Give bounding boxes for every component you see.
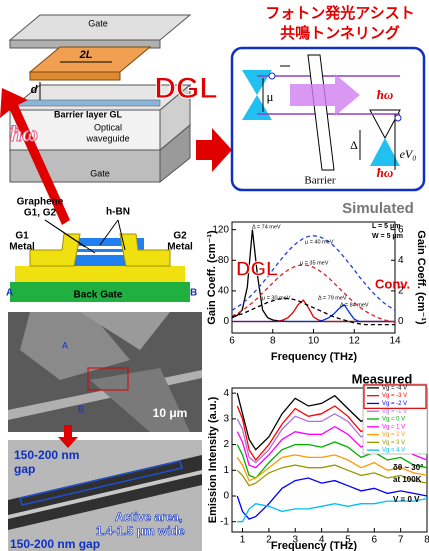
x-tick-label: 12 [349,336,361,347]
y-tick-label: 40 [218,286,230,297]
legend-label: Vg = 0 V [382,417,405,423]
label: G1, G2 [24,208,57,219]
label: A [62,340,68,350]
label: Δ [350,138,358,152]
label: Barrier [304,175,335,187]
y2-tick-label: 4 [398,255,404,266]
label: Metal [167,242,193,253]
y-axis-label: Gain Coeff. (cm⁻¹) [206,230,218,325]
label: Gate [90,168,110,178]
label: h-BN [106,207,130,218]
y2-axis-label: Gain Coeff. (cm⁻¹) [415,230,427,325]
x-tick-label: 6 [229,336,235,347]
y-axis-label: Emission Intensity (a.u.) [207,396,219,523]
y-tick-label: -1 [220,516,229,527]
annotation: μ = 30 meV [262,295,291,301]
label: μ [267,89,274,104]
y2-tick-label: 0 [398,316,404,327]
x-axis-label: Frequency (THz) [271,540,358,551]
annotation: L = 5 μm [372,223,400,230]
label: Optical [94,122,122,132]
photon-label: ħω [377,87,394,102]
legend-label: Vg = -3 V [382,393,407,399]
y-tick-label: 4 [223,388,229,399]
legend-label: Vg = 4 V [382,448,405,454]
y-tick-label: 0 [223,316,229,327]
label: Graphene [17,197,64,208]
photon-label: ħω [10,121,38,146]
y-tick-label: 3 [223,413,229,424]
label: B [190,288,197,299]
chart-title: Simulated [342,200,414,217]
annotation: δθ ~ 30° [393,463,423,472]
label: 150-200 nm [14,448,79,462]
label: Barrier layer GL [54,109,123,119]
x-axis-label: Frequency (THz) [271,351,358,363]
label: eV₀ [400,147,417,161]
annotation: μ = 35 meV [300,260,329,266]
legend-label: Vg = 3 V [382,440,405,446]
x-tick-label: 7 [398,535,404,546]
annotation: at 100K [393,475,422,484]
dgl-label: DGL [154,72,217,105]
series-line [232,299,395,325]
annotation: Δ = 84 meV [340,302,369,308]
legend-label: Vg = -2 V [382,401,407,407]
legend-label: Vg = -1 V [382,409,407,415]
x-tick-label: 6 [372,535,378,546]
label: Active area, [115,510,182,524]
annotation: μ = 40 meV [305,239,334,245]
annotation: DGL [236,258,278,280]
x-tick-label: 1 [240,535,246,546]
label: A [6,288,13,299]
label: waveguide [85,133,129,143]
label: G1 [15,231,29,242]
annotation: Δ = 79 meV [318,295,347,301]
x-tick-label: 8 [270,336,276,347]
label: B [78,404,84,414]
title-line: フォトン発光アシスト [265,4,414,22]
label: 2L [79,49,93,61]
x-tick-label: 14 [389,336,401,347]
device-schematic [0,15,190,225]
y-tick-label: 1 [223,465,229,476]
y-tick-label: 0 [223,491,229,502]
label: d [31,84,38,96]
x-tick-label: 8 [424,535,429,546]
legend-label: Vg = -4 V [382,385,407,391]
band-diagram [232,48,424,190]
photon-label: ħω [377,165,394,180]
y-tick-label: 2 [223,439,229,450]
annotation: W = 5 μm [372,233,403,240]
annotation: V = 0 V [393,495,420,504]
series-line [232,300,395,321]
y-tick-label: 80 [218,255,230,266]
scale-bar: 10 μm [153,406,188,420]
label: gap [14,462,35,476]
arrow [196,128,232,172]
label: 150-200 nm gap [10,537,100,551]
legend-label: Vg = 2 V [382,432,405,438]
x-tick-label: 10 [308,336,320,347]
label: G2 [173,231,187,242]
legend-label: Vg = 1 V [382,424,405,430]
figure: フォトン発光アシスト 共鳴トンネリング Gate 2L d Barrier la… [0,0,429,551]
label: Metal [9,242,35,253]
label: Gate [88,18,108,28]
annotation: Conv. [375,276,410,291]
label: 1.4-1.5 μm wide [96,524,185,538]
title-line: 共鳴トンネリング [280,24,400,42]
annotation: Δ = 74 meV [252,224,281,230]
label: Back Gate [74,290,123,301]
